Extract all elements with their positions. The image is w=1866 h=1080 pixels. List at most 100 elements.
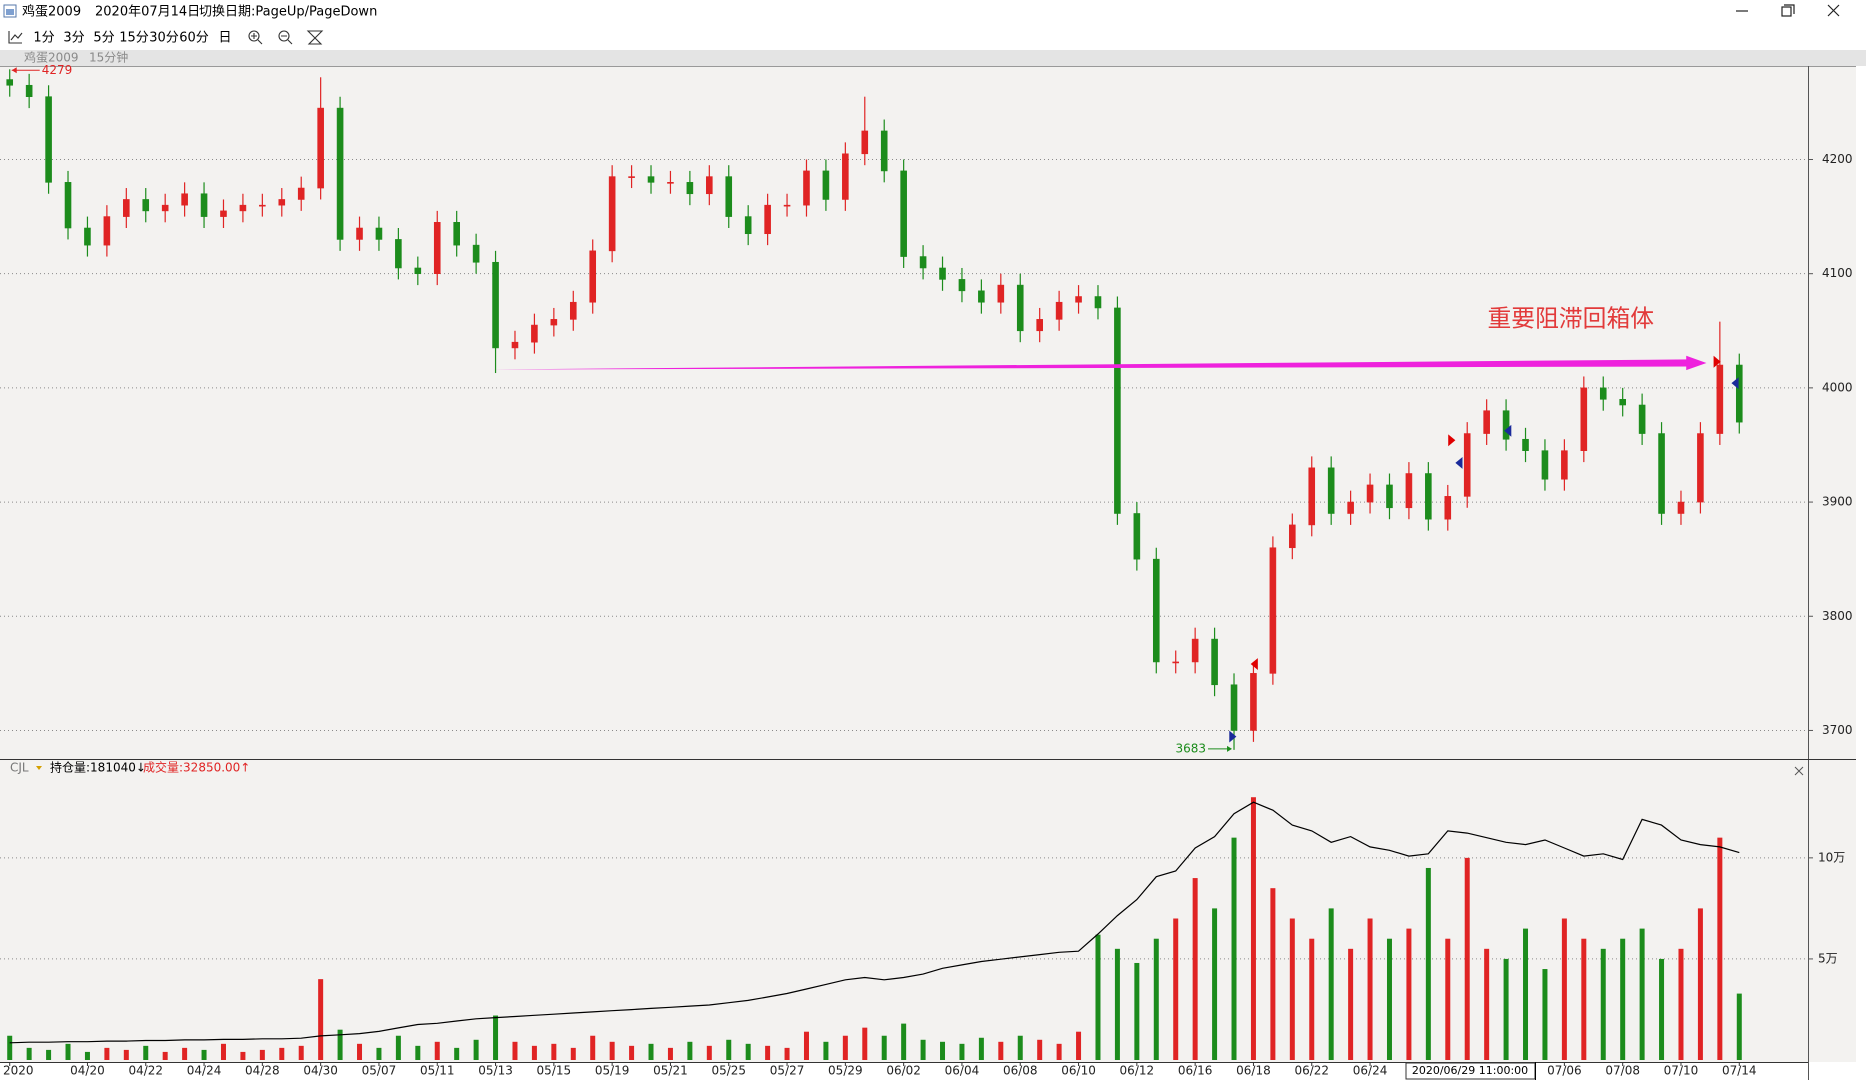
- x-tick-label: 06/08: [1003, 1064, 1038, 1078]
- volume-bar: [940, 1041, 946, 1060]
- volume-bar: [1561, 918, 1567, 1060]
- volume-bar: [1542, 969, 1548, 1060]
- candle-body: [1366, 484, 1374, 503]
- candle-body: [64, 182, 72, 229]
- restore-button[interactable]: [1784, 4, 1795, 14]
- candle-body: [45, 96, 52, 183]
- period-button[interactable]: 3分: [63, 31, 84, 46]
- volume-bar: [1386, 938, 1392, 1060]
- period-button[interactable]: 15分: [119, 31, 149, 46]
- period-button[interactable]: 60分: [179, 31, 209, 46]
- x-tick-label: 05/25: [711, 1064, 746, 1078]
- indicator-close[interactable]: [1794, 766, 1804, 776]
- candle-body: [1463, 433, 1471, 497]
- candle-body: [239, 204, 247, 212]
- x-tick-label: 04/28: [245, 1064, 280, 1078]
- volume-bar: [240, 1051, 246, 1060]
- y-tick-label: 4000: [1822, 380, 1853, 394]
- candle-body: [1541, 450, 1549, 480]
- y-tick-label: 4200: [1822, 152, 1853, 166]
- close-button[interactable]: [1827, 4, 1840, 17]
- candle-body: [472, 244, 480, 263]
- volume-bar: [959, 1043, 965, 1060]
- candle-body: [1561, 450, 1568, 480]
- volume-bar: [1037, 1039, 1043, 1060]
- candle-body: [1638, 404, 1646, 434]
- zoom-out-button[interactable]: [278, 30, 290, 42]
- volume-bar: [1250, 797, 1256, 1060]
- x-tick-label: 2020: [3, 1064, 34, 1078]
- x-tick-label: 04/20: [70, 1064, 105, 1078]
- x-tick-label: 04/30: [303, 1064, 338, 1078]
- volume-bar: [998, 1041, 1004, 1060]
- zoom-in-button[interactable]: [248, 30, 260, 42]
- candle-body: [997, 284, 1005, 303]
- signal-marker: [1250, 658, 1258, 670]
- volume-bar: [143, 1045, 149, 1060]
- candle-body: [123, 199, 130, 217]
- zoom-in-button[interactable]: [251, 33, 263, 45]
- x-tick-label: 06/24: [1353, 1064, 1388, 1078]
- candle-body: [1658, 433, 1665, 514]
- candle-body: [978, 290, 985, 303]
- x-tick-label: 06/12: [1120, 1064, 1155, 1078]
- volume-bar: [881, 1035, 887, 1060]
- period-button[interactable]: 5分: [93, 31, 114, 46]
- candle-body: [531, 324, 538, 343]
- candle-body: [1211, 638, 1218, 686]
- x-tick-label: 05/19: [595, 1064, 630, 1078]
- x-tick-label: 07/08: [1605, 1064, 1640, 1078]
- candle-body: [1522, 438, 1529, 451]
- volume-bar: [1289, 918, 1295, 1060]
- chart-type-button[interactable]: [10, 32, 23, 41]
- candle-body: [1152, 558, 1160, 663]
- reset-button[interactable]: [306, 30, 324, 45]
- y-tick-label: 10万: [1818, 850, 1845, 864]
- candle-body: [725, 176, 733, 217]
- candle-body: [259, 204, 266, 207]
- volume-bar: [920, 1039, 926, 1060]
- candle-body: [1114, 307, 1121, 514]
- volume-bar: [279, 1047, 285, 1060]
- signal-marker: [1455, 456, 1463, 469]
- volume-bar: [454, 1047, 460, 1060]
- window-date: 2020年07月14日: [95, 5, 200, 20]
- x-tick-label: 07/14: [1722, 1064, 1757, 1078]
- candle-body: [1347, 501, 1354, 514]
- volume-bar: [667, 1047, 673, 1060]
- x-tick-label: 05/15: [537, 1064, 572, 1078]
- volume-bar: [357, 1043, 363, 1060]
- restore-button[interactable]: [1781, 6, 1792, 17]
- candle-body: [1735, 364, 1743, 423]
- volume-bar: [1367, 918, 1373, 1060]
- period-button[interactable]: 日: [218, 31, 231, 46]
- candle-body: [84, 227, 91, 246]
- volume-bar: [104, 1047, 110, 1060]
- indicator-menu[interactable]: [36, 766, 42, 770]
- period-button[interactable]: 1分: [33, 31, 54, 46]
- candle-body: [647, 176, 655, 183]
- chart-type-button[interactable]: [8, 31, 22, 44]
- volume-bar: [182, 1047, 188, 1060]
- x-tick-label: 05/11: [420, 1064, 455, 1078]
- zoom-out-button[interactable]: [281, 35, 293, 45]
- volume-bar: [590, 1035, 596, 1060]
- candle-body: [550, 319, 558, 326]
- volume-bar: [512, 1041, 518, 1060]
- volume-bar: [201, 1049, 207, 1060]
- oi-label: 持仓量:181040↓: [50, 760, 146, 775]
- volume-bar: [1309, 938, 1315, 1060]
- candle-body: [1444, 496, 1452, 520]
- volume-bar: [862, 1027, 868, 1060]
- candle-body: [1599, 387, 1607, 400]
- volume-bar: [337, 1029, 343, 1060]
- volume-bar: [1697, 908, 1703, 1060]
- period-button[interactable]: 30分: [149, 31, 179, 46]
- chart-title: 鸡蛋2009: [24, 50, 79, 65]
- volume-bar: [978, 1037, 984, 1060]
- candle-body: [1075, 296, 1082, 303]
- chart-bg: [0, 66, 1856, 1062]
- volume-bar: [570, 1047, 576, 1060]
- candle-body: [608, 176, 616, 252]
